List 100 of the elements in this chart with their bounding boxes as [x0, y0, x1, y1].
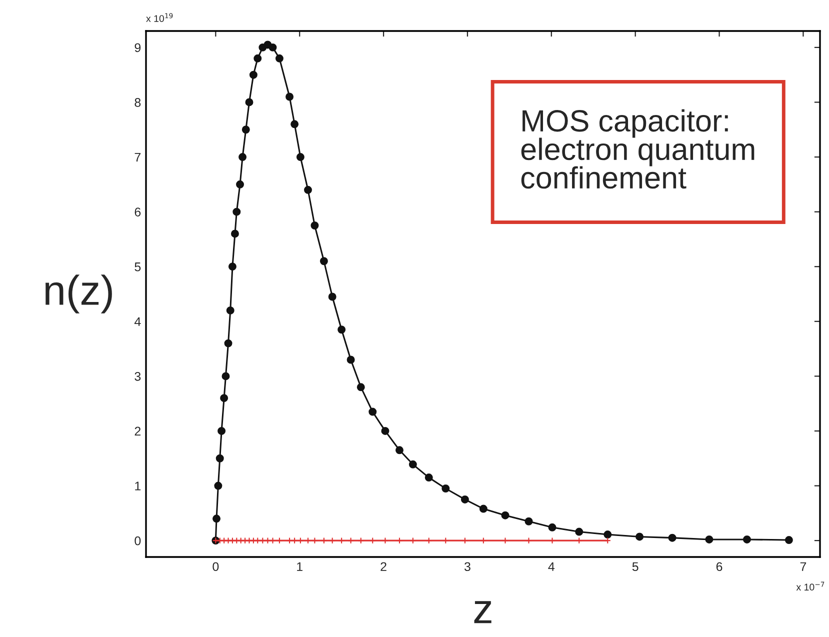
point — [276, 537, 283, 544]
point — [329, 537, 336, 544]
y-tick-label: 8 — [134, 98, 141, 107]
point — [311, 537, 318, 544]
point — [242, 126, 250, 134]
point — [381, 426, 390, 435]
point — [264, 537, 272, 544]
point — [297, 537, 304, 544]
annotation: MOS capacitor: electron quantum confinement — [521, 109, 754, 189]
point — [222, 372, 230, 380]
point — [396, 537, 403, 544]
point — [356, 383, 365, 392]
point — [636, 532, 644, 541]
point — [408, 460, 417, 468]
point — [548, 537, 556, 544]
point — [304, 537, 312, 544]
point — [224, 537, 232, 544]
point — [576, 537, 582, 544]
point — [524, 517, 533, 526]
y-tick-label: 9 — [134, 43, 141, 52]
point — [460, 495, 469, 504]
point — [238, 153, 247, 162]
point — [242, 537, 248, 544]
point — [220, 394, 228, 402]
y-axis-title: n(z) — [46, 274, 112, 314]
x-tick-label: 7 — [800, 562, 806, 571]
point — [501, 511, 510, 520]
point — [338, 326, 346, 334]
point — [525, 537, 532, 544]
point — [224, 339, 232, 348]
point — [410, 537, 416, 544]
x-axis-title: z — [474, 601, 492, 624]
point — [784, 536, 793, 544]
point — [480, 537, 487, 544]
point — [275, 54, 284, 62]
point — [348, 537, 354, 544]
point — [230, 230, 239, 238]
point — [286, 537, 293, 544]
point — [269, 537, 276, 544]
point — [368, 408, 377, 416]
point — [254, 537, 261, 544]
point — [462, 537, 468, 544]
point — [424, 474, 433, 482]
point — [216, 454, 224, 462]
x-tick-label: 4 — [548, 562, 555, 571]
point — [304, 186, 312, 194]
point — [245, 98, 254, 106]
point — [238, 537, 244, 544]
point — [442, 537, 449, 544]
point — [218, 426, 226, 435]
point — [226, 306, 234, 314]
point — [229, 537, 236, 544]
x-tick-label: 6 — [716, 562, 722, 572]
point — [705, 535, 714, 544]
point — [320, 257, 328, 266]
point — [369, 537, 376, 544]
point — [358, 537, 364, 544]
point — [502, 537, 509, 544]
point — [254, 54, 262, 62]
point — [232, 208, 241, 216]
point — [382, 537, 389, 544]
point — [250, 537, 257, 544]
point — [236, 180, 244, 188]
point — [479, 504, 488, 513]
point — [268, 43, 277, 52]
point — [426, 537, 432, 544]
point — [246, 537, 253, 544]
point — [442, 484, 450, 493]
y-tick-label: 5 — [134, 262, 141, 272]
text: x 10$^{19}$ — [146, 13, 173, 22]
point — [575, 528, 584, 536]
point — [259, 537, 266, 544]
text: x 10$^{−7}$ — [796, 582, 824, 591]
point — [346, 356, 355, 364]
y-tick-label: 6 — [134, 208, 141, 216]
point — [286, 92, 294, 101]
point — [338, 537, 345, 544]
point — [220, 537, 228, 544]
y-tick-label: 0 — [134, 536, 141, 546]
point — [296, 153, 304, 162]
point — [214, 482, 222, 490]
point — [320, 537, 328, 544]
point — [291, 537, 298, 544]
y-tick-label: 2 — [134, 426, 141, 436]
y-tick-label: 7 — [134, 152, 141, 162]
y-tick-label: 1 — [135, 482, 141, 490]
x-tick-label: 5 — [632, 562, 638, 572]
y-tick-label: 4 — [134, 317, 141, 326]
point — [228, 262, 236, 271]
point — [310, 222, 319, 230]
point — [668, 534, 676, 542]
point — [742, 535, 751, 544]
x-tick-label: 3 — [464, 562, 470, 572]
x-tick-label: 2 — [380, 562, 386, 571]
point — [548, 523, 556, 532]
point — [328, 292, 336, 301]
point — [290, 120, 299, 128]
point — [212, 514, 220, 523]
y-tick-label: 3 — [134, 372, 141, 381]
point — [395, 446, 404, 454]
